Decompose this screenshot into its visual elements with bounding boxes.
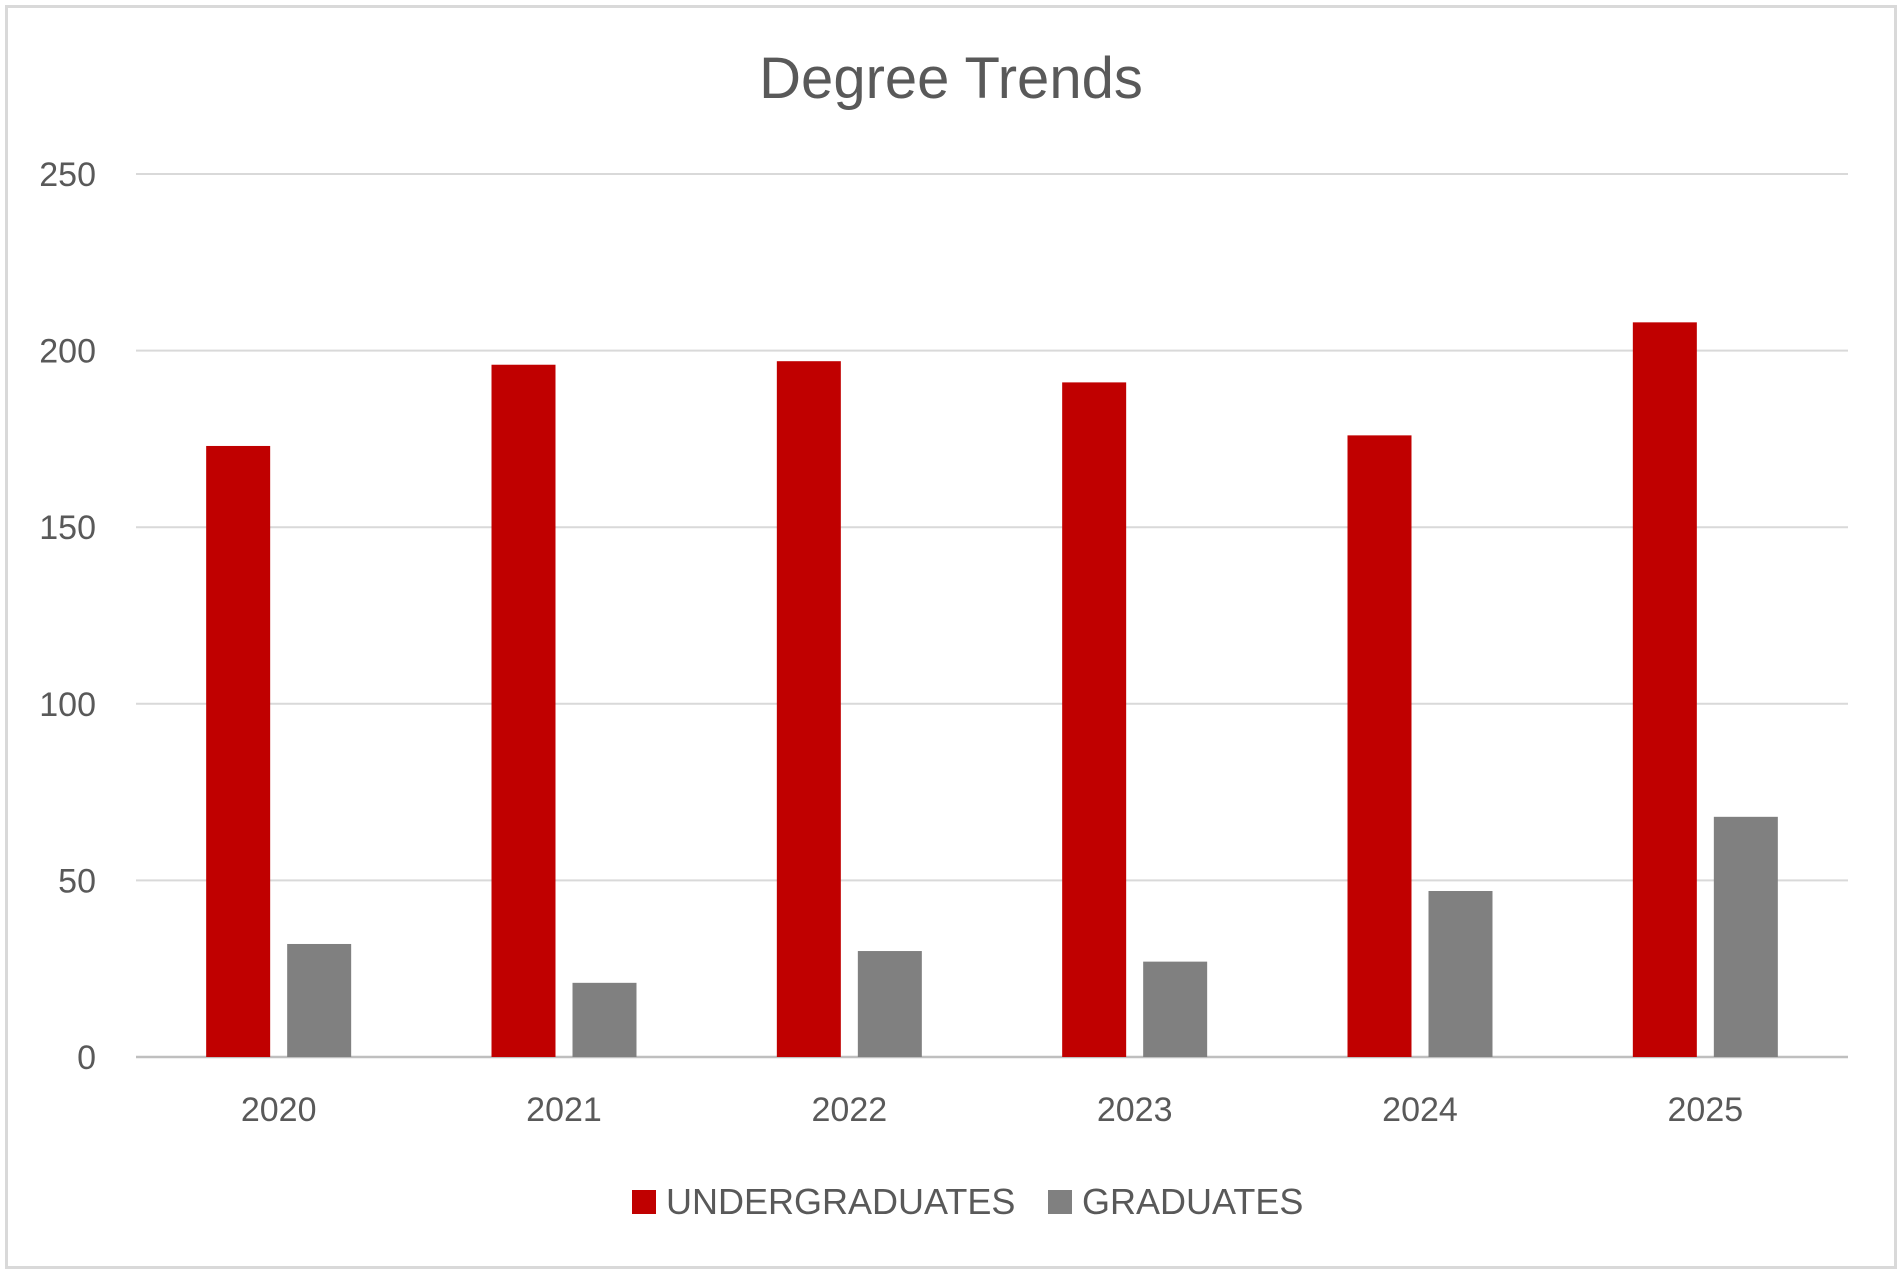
x-tick-label: 2020 [241, 1091, 317, 1129]
bar-graduates-2020 [287, 944, 351, 1057]
bar-undergraduates-2025 [1633, 322, 1697, 1057]
bar-undergraduates-2022 [777, 361, 841, 1057]
legend-label-graduates: GRADUATES [1082, 1181, 1303, 1222]
bar-undergraduates-2020 [206, 446, 270, 1057]
bar-graduates-2022 [858, 951, 922, 1057]
y-tick-label: 150 [39, 509, 96, 547]
chart-title: Degree Trends [759, 46, 1143, 111]
x-axis-tick-labels: 2020 2021 2022 2023 2024 2025 [241, 1091, 1743, 1129]
y-tick-label: 100 [39, 686, 96, 724]
x-tick-label: 2023 [1097, 1091, 1173, 1129]
y-tick-label: 0 [77, 1039, 96, 1077]
bar-graduates-2023 [1143, 962, 1207, 1057]
bar-undergraduates-2024 [1348, 435, 1412, 1057]
y-tick-label: 50 [58, 862, 96, 900]
bar-graduates-2021 [573, 983, 637, 1057]
legend-label-undergraduates: UNDERGRADUATES [666, 1181, 1015, 1222]
x-tick-label: 2021 [526, 1091, 602, 1129]
x-tick-label: 2024 [1382, 1091, 1458, 1129]
bar-graduates-2025 [1714, 817, 1778, 1057]
bar-undergraduates-2023 [1062, 382, 1126, 1057]
legend-swatch-graduates [1048, 1190, 1072, 1214]
legend: UNDERGRADUATES GRADUATES [632, 1181, 1303, 1222]
bar-graduates-2024 [1429, 891, 1493, 1057]
y-tick-label: 250 [39, 156, 96, 194]
y-axis-tick-labels: 0 50 100 150 200 250 [39, 156, 96, 1077]
gridlines [136, 174, 1848, 1057]
x-tick-label: 2022 [812, 1091, 888, 1129]
bar-undergraduates-2021 [492, 365, 556, 1057]
y-tick-label: 200 [39, 333, 96, 371]
bars [206, 322, 1778, 1057]
legend-swatch-undergraduates [632, 1190, 656, 1214]
x-tick-label: 2025 [1668, 1091, 1744, 1129]
